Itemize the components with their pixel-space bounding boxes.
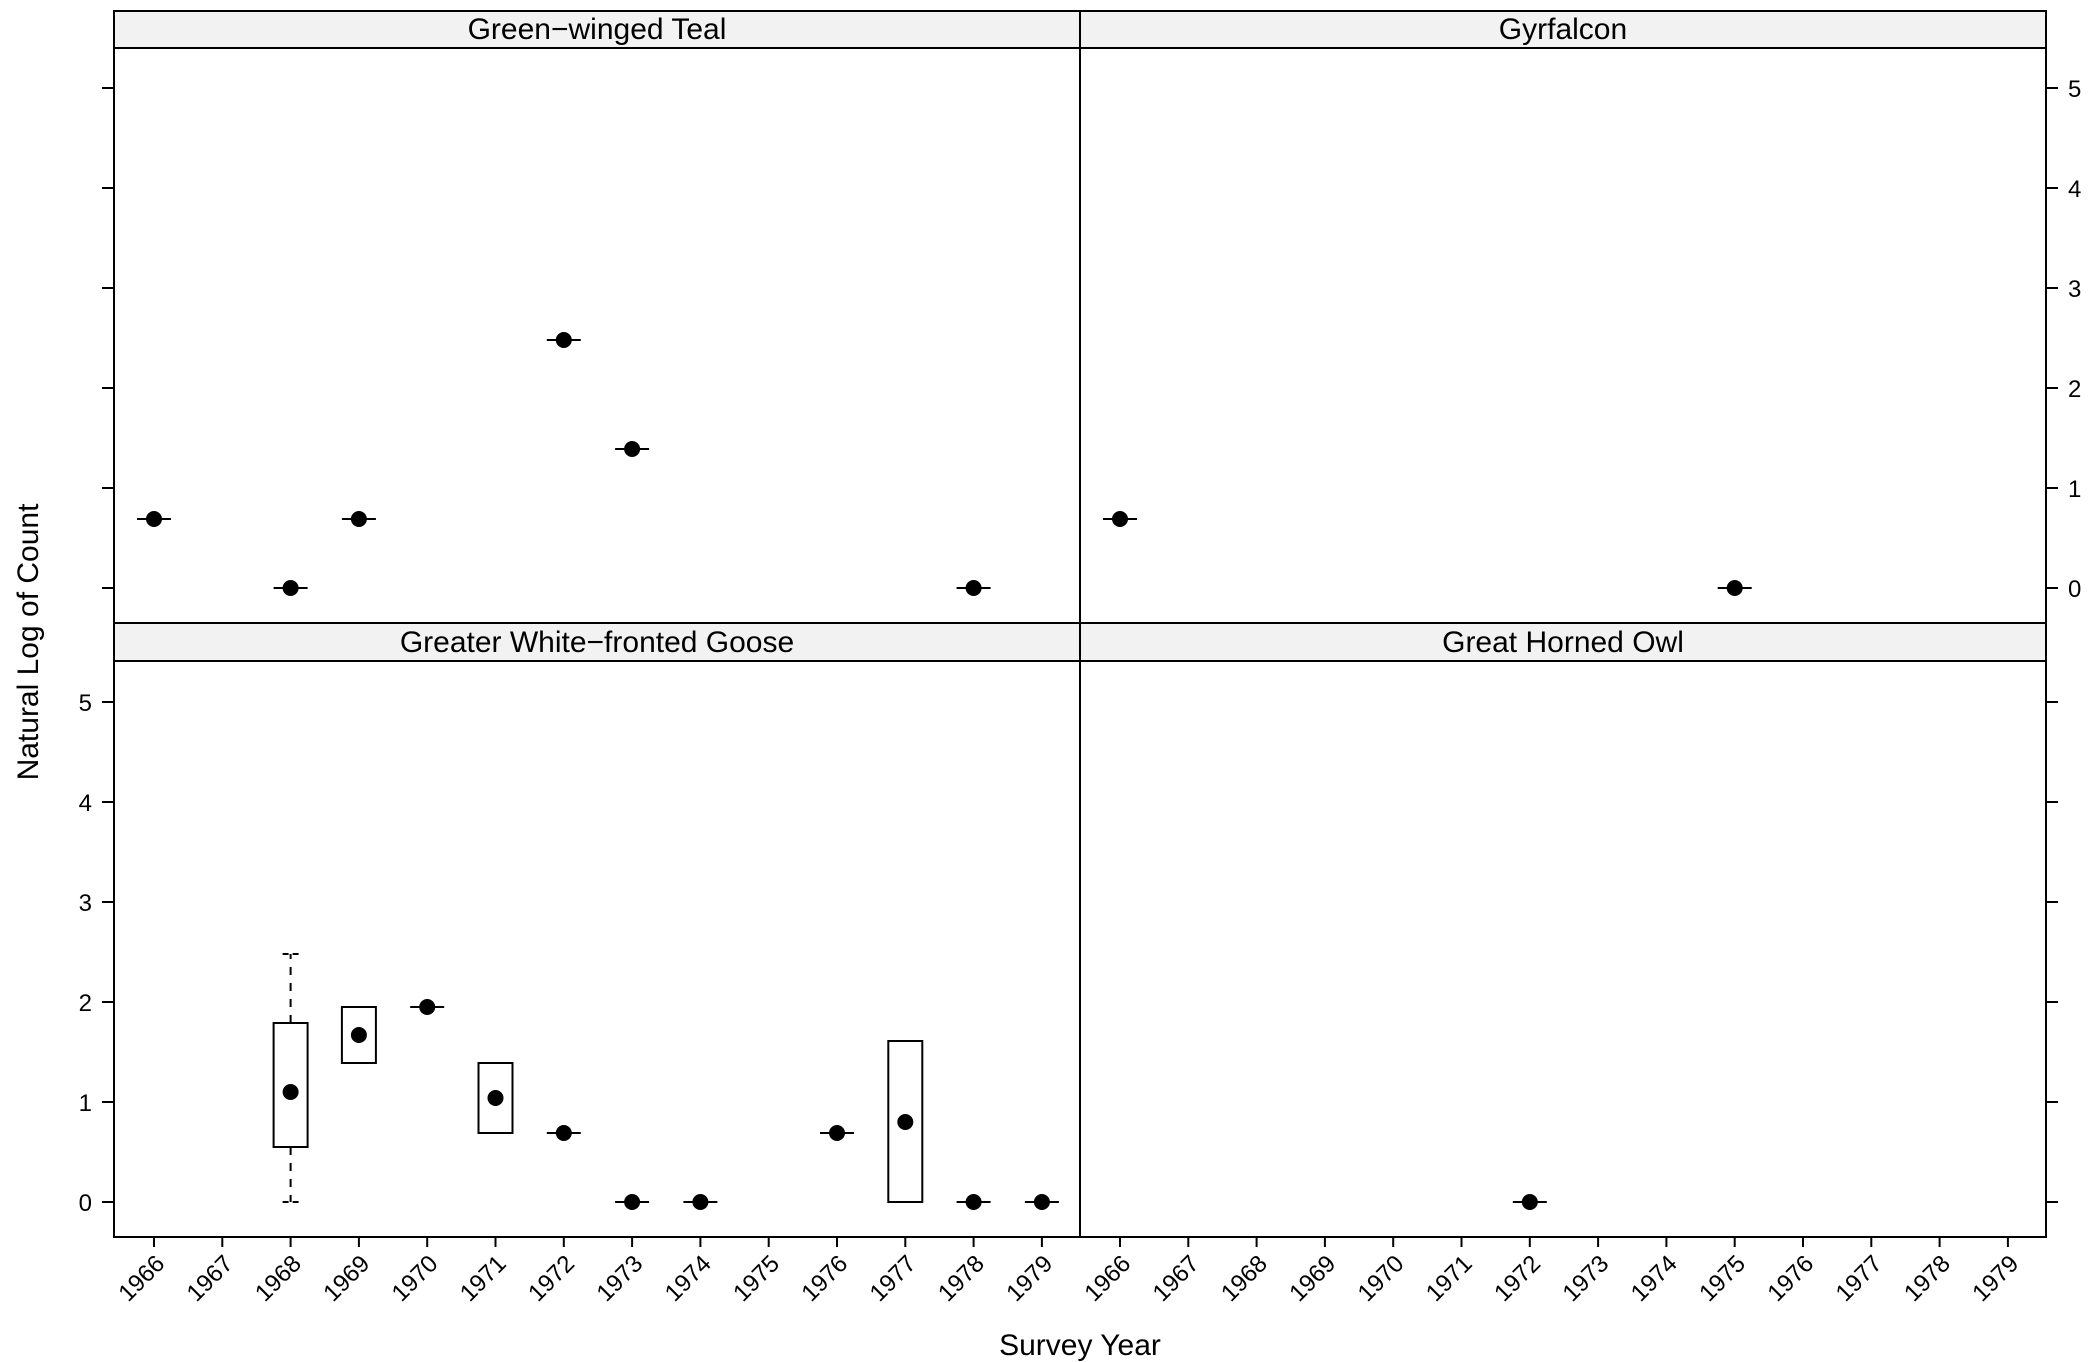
median-point	[556, 332, 572, 348]
median-point	[966, 580, 982, 596]
median-point	[556, 1125, 572, 1141]
panel-title: Green−winged Teal	[468, 13, 727, 46]
y-tick-label: 4	[2068, 176, 2081, 203]
median-point	[1034, 1194, 1050, 1210]
y-tick-label: 0	[79, 1190, 92, 1217]
median-point	[624, 441, 640, 457]
median-point	[1727, 580, 1743, 596]
y-axis-title: Natural Log of Count	[12, 503, 45, 781]
y-tick-label: 5	[2068, 76, 2081, 103]
y-tick-label: 3	[79, 890, 92, 917]
median-point	[624, 1194, 640, 1210]
x-axis-title: Survey Year	[999, 1329, 1161, 1362]
panel-title: Great Horned Owl	[1442, 626, 1684, 659]
panel-title: Gyrfalcon	[1499, 13, 1627, 46]
median-point	[1522, 1194, 1538, 1210]
y-tick-label: 4	[79, 790, 92, 817]
panel-title: Greater White−fronted Goose	[400, 626, 794, 659]
median-point	[1112, 511, 1128, 527]
median-point	[419, 999, 435, 1015]
median-point	[351, 511, 367, 527]
y-tick-label: 3	[2068, 276, 2081, 303]
median-point	[966, 1194, 982, 1210]
median-point	[283, 1084, 299, 1100]
y-tick-label: 1	[79, 1090, 92, 1117]
median-point	[692, 1194, 708, 1210]
median-point	[351, 1027, 367, 1043]
median-point	[146, 511, 162, 527]
y-tick-label: 1	[2068, 476, 2081, 503]
median-point	[283, 580, 299, 596]
median-point	[897, 1114, 913, 1130]
y-tick-label: 0	[2068, 576, 2081, 603]
median-point	[488, 1090, 504, 1106]
y-tick-label: 2	[2068, 376, 2081, 403]
y-tick-label: 5	[79, 690, 92, 717]
y-tick-label: 2	[79, 990, 92, 1017]
median-point	[829, 1125, 845, 1141]
